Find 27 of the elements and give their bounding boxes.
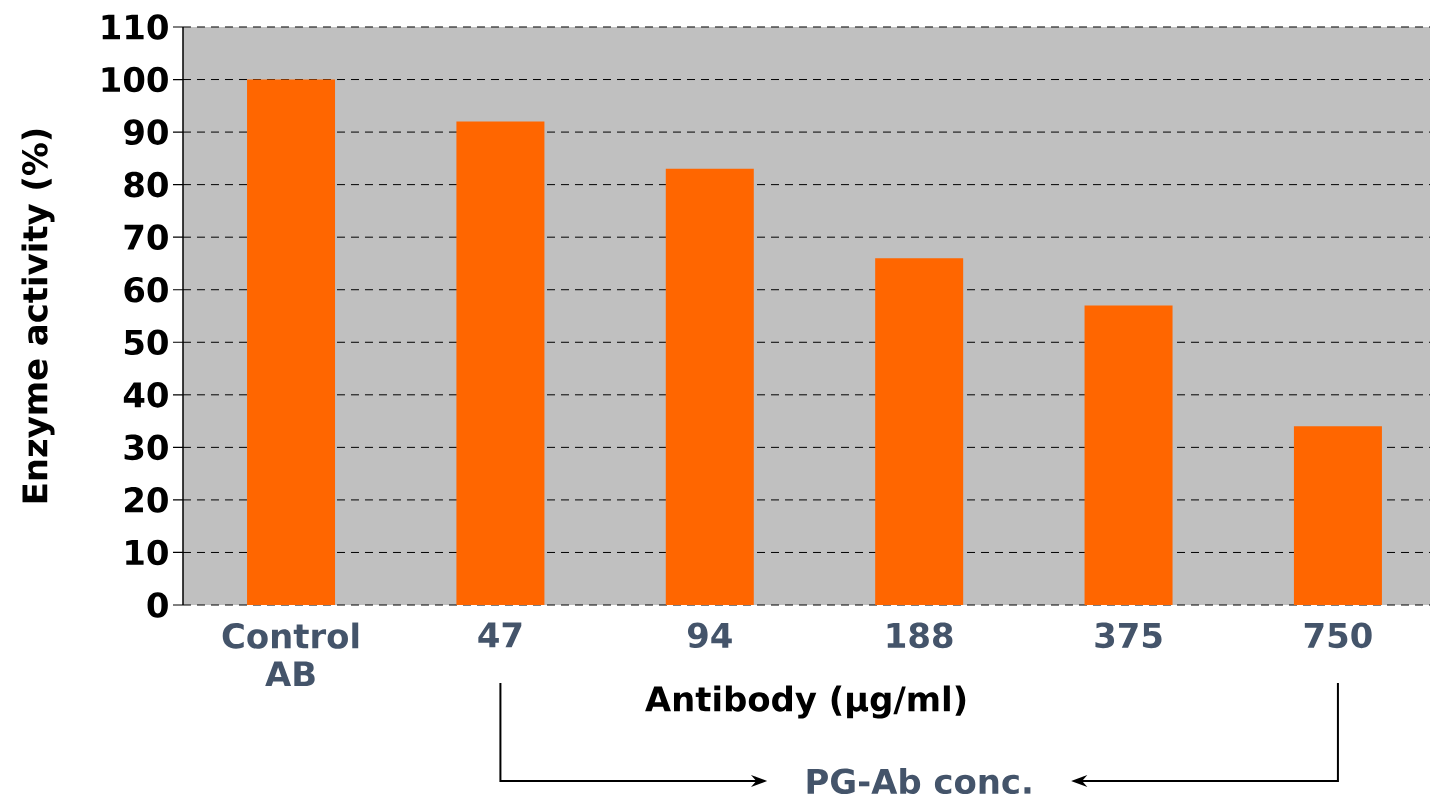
- y-tick-label: 0: [147, 592, 168, 618]
- bar: [875, 258, 964, 605]
- y-tick-label: 90: [124, 119, 168, 145]
- y-tick-label: 30: [124, 434, 168, 461]
- y-axis-title: Enzyme activity (%): [21, 129, 55, 503]
- x-tick-label: 94: [687, 622, 732, 649]
- x-tick-label: 375: [1095, 622, 1162, 649]
- bar: [1293, 426, 1382, 605]
- bar: [665, 168, 754, 605]
- y-tick-label: 100: [102, 66, 168, 93]
- text: PG-Ab conc.: [807, 767, 1031, 795]
- x-tick-label: Control AB: [222, 622, 359, 687]
- x-axis-title: Antibody (µg/ml): [645, 685, 966, 719]
- y-tick-label: 60: [124, 276, 168, 303]
- bar: [247, 79, 336, 605]
- x-tick-label: 47: [478, 622, 522, 648]
- y-tick-label: 10: [126, 539, 168, 566]
- y-tick-label: 40: [123, 382, 168, 408]
- bar: [456, 121, 545, 605]
- y-tick-label: 80: [124, 171, 168, 198]
- y-tick-label: 20: [125, 487, 168, 513]
- bar: [1084, 305, 1173, 605]
- y-tick-label: 50: [124, 329, 168, 356]
- x-tick-label: 188: [887, 622, 953, 649]
- y-tick-label: 70: [124, 224, 168, 250]
- y-tick-label: 110: [102, 14, 168, 40]
- x-tick-label: 750: [1304, 622, 1372, 649]
